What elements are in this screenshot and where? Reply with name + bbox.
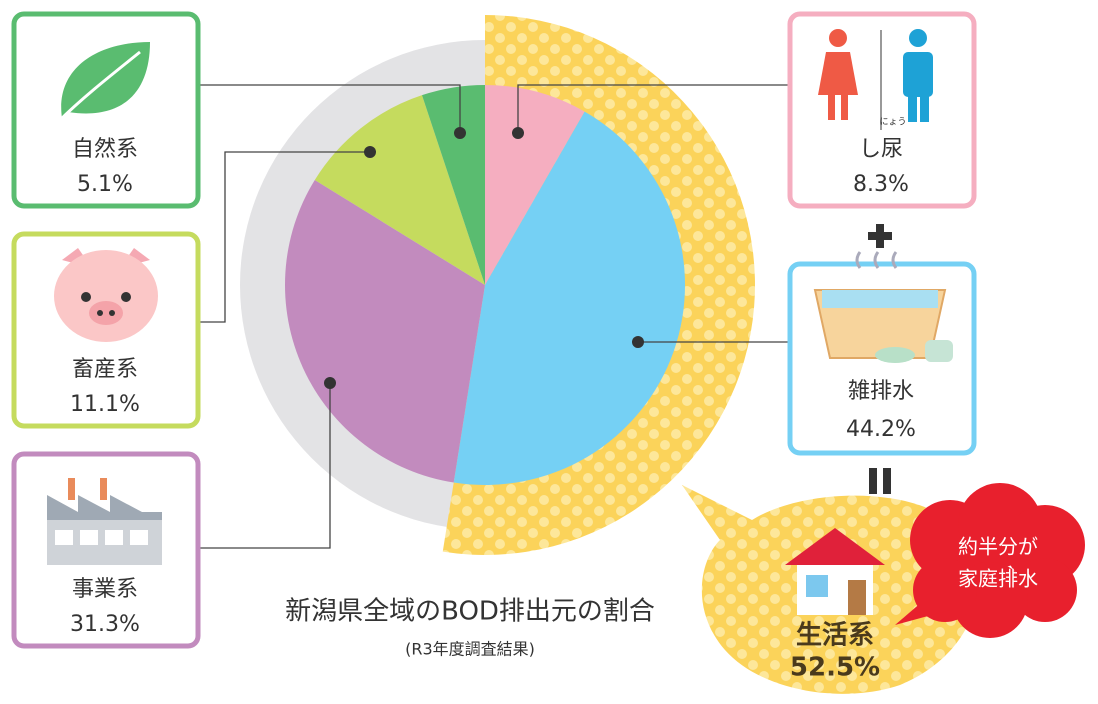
annotation-cloud — [895, 483, 1085, 638]
chart-title: 新潟県全域のBOD排出元の割合 — [285, 597, 655, 627]
pie-layer — [285, 85, 685, 485]
value-label: 44.2% — [846, 417, 916, 442]
group-name: 生活系 — [796, 621, 874, 651]
chart: し尿 8.3% 雑排水 44.2% 事業系 31.3% 畜産系 11.1% 自然系 5.1% — [0, 0, 1098, 704]
group-value: 52.5% — [790, 653, 880, 683]
value-label: 31.3% — [70, 612, 140, 637]
category-label: 自然系 — [72, 137, 138, 162]
ruby: にょう — [879, 117, 906, 128]
leader-dot — [324, 377, 336, 389]
leader-dot — [512, 127, 524, 139]
category-label: 雑排水 — [848, 379, 914, 404]
annotation-line: 約半分が — [958, 535, 1038, 559]
leader-dot — [364, 146, 376, 158]
value-label: 5.1% — [77, 172, 133, 197]
category-label: し尿 — [859, 137, 903, 162]
equals-sign — [873, 468, 887, 494]
category-label: 畜産系 — [72, 357, 138, 382]
chart-subtitle: (R3年度調査結果) — [405, 640, 535, 659]
value-label: 8.3% — [853, 172, 909, 197]
annotation-line: 家庭排水 — [958, 567, 1038, 591]
value-label: 11.1% — [70, 392, 140, 417]
plus-sign — [868, 224, 892, 248]
leader-dot — [632, 336, 644, 348]
page: {"chart_data": {"type": "pie", "title": … — [0, 0, 1098, 704]
leader-dot — [454, 127, 466, 139]
category-label: 事業系 — [72, 577, 138, 602]
